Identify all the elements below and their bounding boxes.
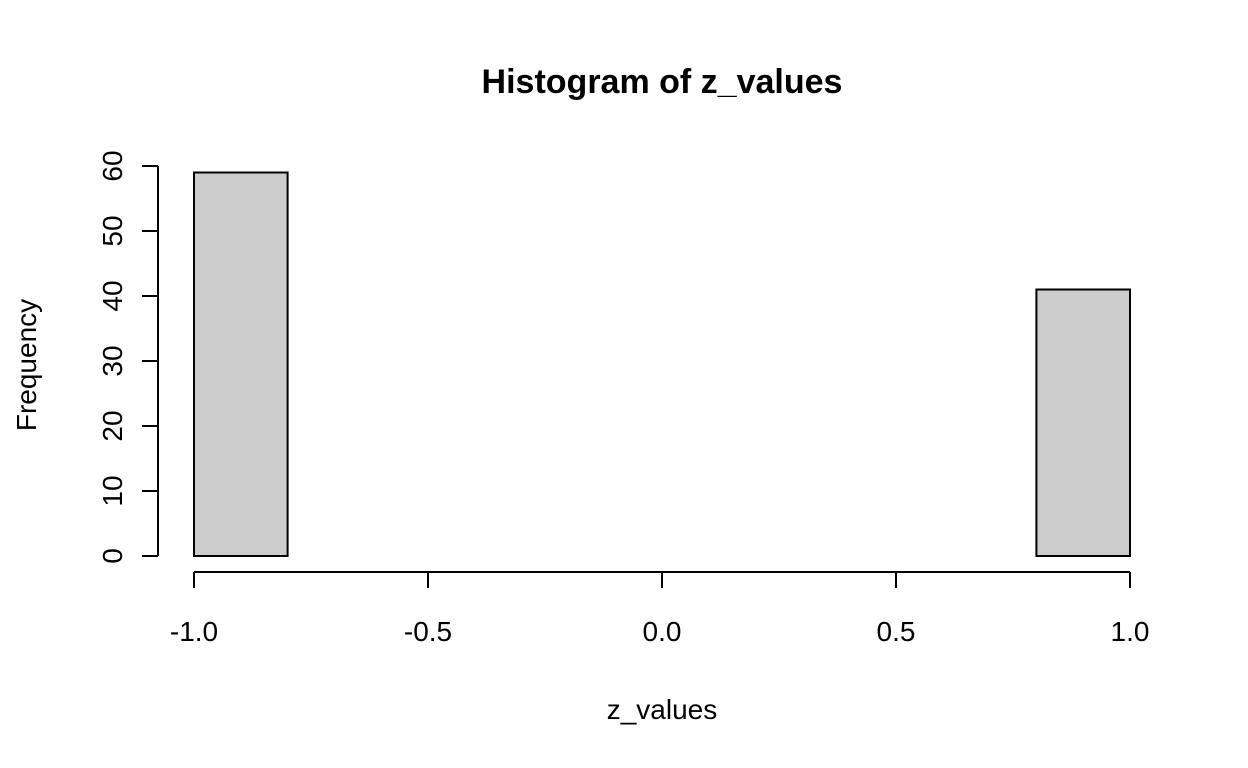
y-tick-label: 20 [97, 410, 128, 441]
y-tick-label: 40 [97, 280, 128, 311]
x-tick-label: 1.0 [1111, 616, 1150, 647]
x-axis-label: z_values [607, 694, 718, 725]
y-ticks-group: 0 10 20 30 40 50 60 [97, 150, 158, 564]
histogram-bar-0 [193, 171, 289, 557]
chart-title: Histogram of z_values [482, 63, 843, 101]
x-tick-label: 0.5 [877, 616, 916, 647]
x-tick-label: 0.0 [643, 616, 682, 647]
y-tick-label: 0 [97, 548, 128, 564]
x-ticks-group: -1.0 -0.5 0.0 0.5 1.0 [170, 572, 1150, 647]
y-axis-label: Frequency [11, 299, 42, 431]
x-tick-label: -1.0 [170, 616, 218, 647]
y-tick-label: 10 [97, 475, 128, 506]
x-tick-label: -0.5 [404, 616, 452, 647]
bars-group [193, 171, 1132, 557]
histogram-bar-9 [1035, 288, 1132, 557]
y-tick-label: 50 [97, 215, 128, 246]
y-tick-label: 30 [97, 345, 128, 376]
y-tick-label: 60 [97, 150, 128, 181]
